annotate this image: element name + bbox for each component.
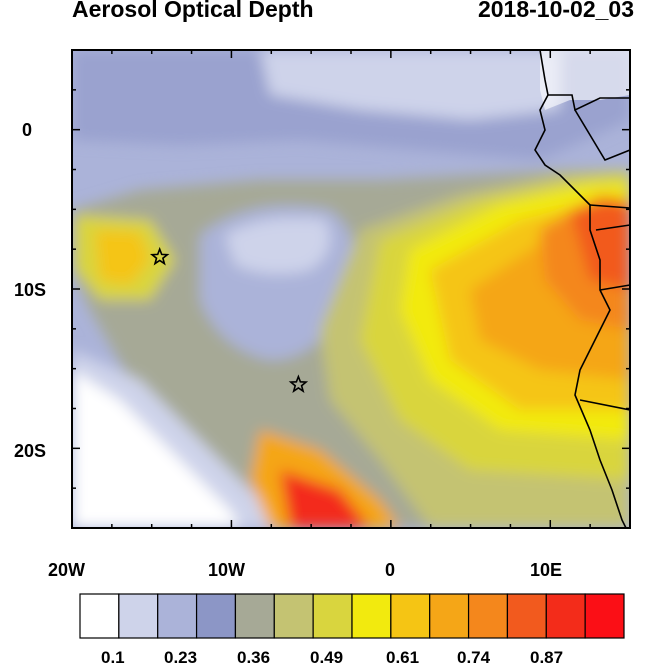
timestamp: 2018-10-02_03 xyxy=(477,0,634,22)
colorbar-box-10 xyxy=(467,593,509,639)
map-title: Aerosol Optical Depth xyxy=(72,0,314,22)
colorbar xyxy=(79,593,625,639)
colorbar-box-13 xyxy=(584,593,625,639)
x-label-20w: 20W xyxy=(48,560,86,580)
colorbar-label-1: 0.23 xyxy=(164,648,198,667)
colorbar-box-4 xyxy=(234,593,275,639)
colorbar-label-6: 0.87 xyxy=(530,648,564,667)
colorbar-box-6 xyxy=(312,593,353,639)
y-label-0: 0 xyxy=(22,120,33,140)
y-label-10s: 10S xyxy=(14,280,47,300)
star-marker-1 xyxy=(149,246,170,266)
marker-layer xyxy=(149,246,309,393)
colorbar-label-5: 0.74 xyxy=(457,648,491,667)
colorbar-label-3: 0.49 xyxy=(310,648,344,667)
colorbar-box-7 xyxy=(351,593,392,639)
x-label-10w: 10W xyxy=(208,560,246,580)
colorbar-box-0 xyxy=(79,593,120,639)
colorbar-label-0: 0.1 xyxy=(101,648,125,667)
colorbar-box-12 xyxy=(545,593,586,639)
colorbar-box-11 xyxy=(506,593,547,639)
colorbar-box-3 xyxy=(195,593,237,639)
colorbar-box-5 xyxy=(273,593,314,639)
colorbar-box-2 xyxy=(157,593,198,639)
aod-field xyxy=(72,50,630,528)
tick-marks xyxy=(71,49,631,529)
colorbar-box-8 xyxy=(390,593,431,639)
colorbar-box-1 xyxy=(118,593,159,639)
star-marker-2 xyxy=(288,374,309,393)
x-label-10e: 10E xyxy=(530,560,563,580)
coastlines xyxy=(534,50,630,528)
colorbar-box-9 xyxy=(429,593,470,639)
colorbar-label-4: 0.61 xyxy=(386,648,420,667)
x-label-0: 0 xyxy=(385,560,396,580)
y-label-20s: 20S xyxy=(14,441,47,461)
colorbar-label-2: 0.36 xyxy=(237,648,271,667)
